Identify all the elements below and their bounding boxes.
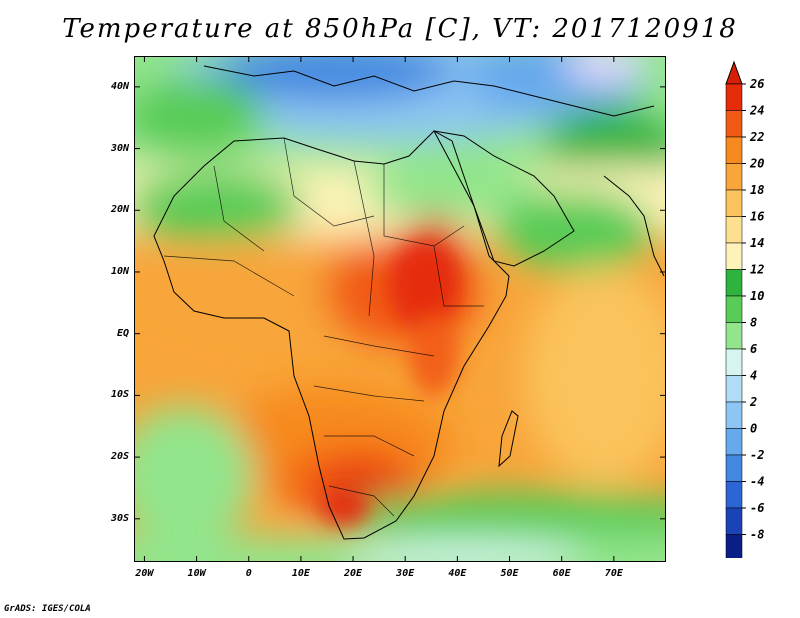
colorbar-label: 0	[750, 422, 757, 436]
temperature-field	[134, 56, 666, 562]
colorbar-label: 12	[750, 263, 764, 277]
colorbar-label: 8	[750, 316, 757, 330]
colorbar-segment	[725, 269, 743, 297]
map-canvas	[134, 56, 666, 562]
lat-tick-label: 10N	[110, 265, 129, 277]
colorbar-label: 6	[750, 342, 757, 356]
colorbar-label: 20	[749, 157, 764, 171]
colorbar-label: -6	[750, 501, 764, 515]
country-borders	[163, 137, 484, 517]
colorbar-segment	[725, 136, 743, 164]
credit-text: GrADS: IGES/COLA	[4, 604, 91, 614]
colorbar-segment	[725, 242, 743, 270]
colorbar-segment	[725, 428, 743, 456]
colorbar-label: 24	[749, 104, 764, 118]
lat-tick-label: 40N	[110, 80, 129, 92]
colorbar-segment	[725, 110, 743, 138]
lon-tick-label: 10W	[187, 568, 206, 579]
colorbar-label: 26	[749, 77, 764, 91]
lon-tick-label: 50E	[500, 568, 519, 579]
colorbar-segment	[725, 163, 743, 191]
lon-tick-label: 0	[245, 568, 252, 579]
africa-coastline	[153, 130, 510, 540]
colorbar-segment	[725, 348, 743, 376]
lon-tick-label: 60E	[552, 568, 571, 579]
colorbar-segment	[725, 375, 743, 403]
colorbar-label: 22	[749, 130, 764, 144]
lat-tick-label: 10S	[110, 389, 129, 401]
colorbar-label: 16	[750, 210, 764, 224]
colorbar-label: -8	[750, 528, 764, 542]
coastline-outlines	[153, 65, 665, 540]
colorbar-label: 18	[750, 183, 764, 197]
colorbar-segment	[725, 189, 743, 217]
colorbar-label: 14	[750, 236, 764, 250]
lat-tick-label: 30N	[110, 142, 129, 154]
colorbar-label: 4	[750, 369, 757, 383]
colorbar-segment	[725, 216, 743, 244]
arabia-coastline	[433, 130, 575, 267]
lon-tick-label: 40E	[448, 568, 467, 579]
colorbar-segment	[725, 481, 743, 509]
lat-tick-label: EQ	[116, 327, 129, 339]
colorbar-top-arrow	[725, 60, 743, 85]
axis-ticks	[134, 56, 666, 562]
colorbar-label: -4	[750, 475, 764, 489]
lon-tick-label: 20W	[135, 568, 154, 579]
colorbar-segment	[725, 507, 743, 535]
lon-tick-label: 10E	[291, 568, 310, 579]
colorbar-label: -2	[750, 448, 764, 462]
lon-tick-label: 30E	[396, 568, 415, 579]
madagascar-coastline	[498, 410, 519, 468]
temperature-map	[134, 56, 666, 562]
colorbar-label: 10	[750, 289, 764, 303]
lon-tick-label: 20E	[344, 568, 363, 579]
colorbar-segment	[725, 534, 743, 558]
map-title: Temperature at 850hPa [C], VT: 201712091…	[62, 14, 738, 44]
lat-tick-label: 20N	[110, 204, 129, 216]
colorbar-label: 2	[749, 395, 757, 409]
colorbar-segment	[725, 83, 743, 111]
colorbar-segment	[725, 295, 743, 323]
india-coastline	[603, 175, 665, 277]
lat-tick-label: 30S	[110, 512, 129, 524]
colorbar-segment	[725, 401, 743, 429]
lon-tick-label: 70E	[604, 568, 623, 579]
colorbar-segment	[725, 322, 743, 350]
lat-tick-label: 20S	[110, 451, 129, 463]
europe-coastline	[203, 65, 655, 117]
colorbar-segment	[725, 454, 743, 482]
map-frame	[134, 56, 666, 562]
